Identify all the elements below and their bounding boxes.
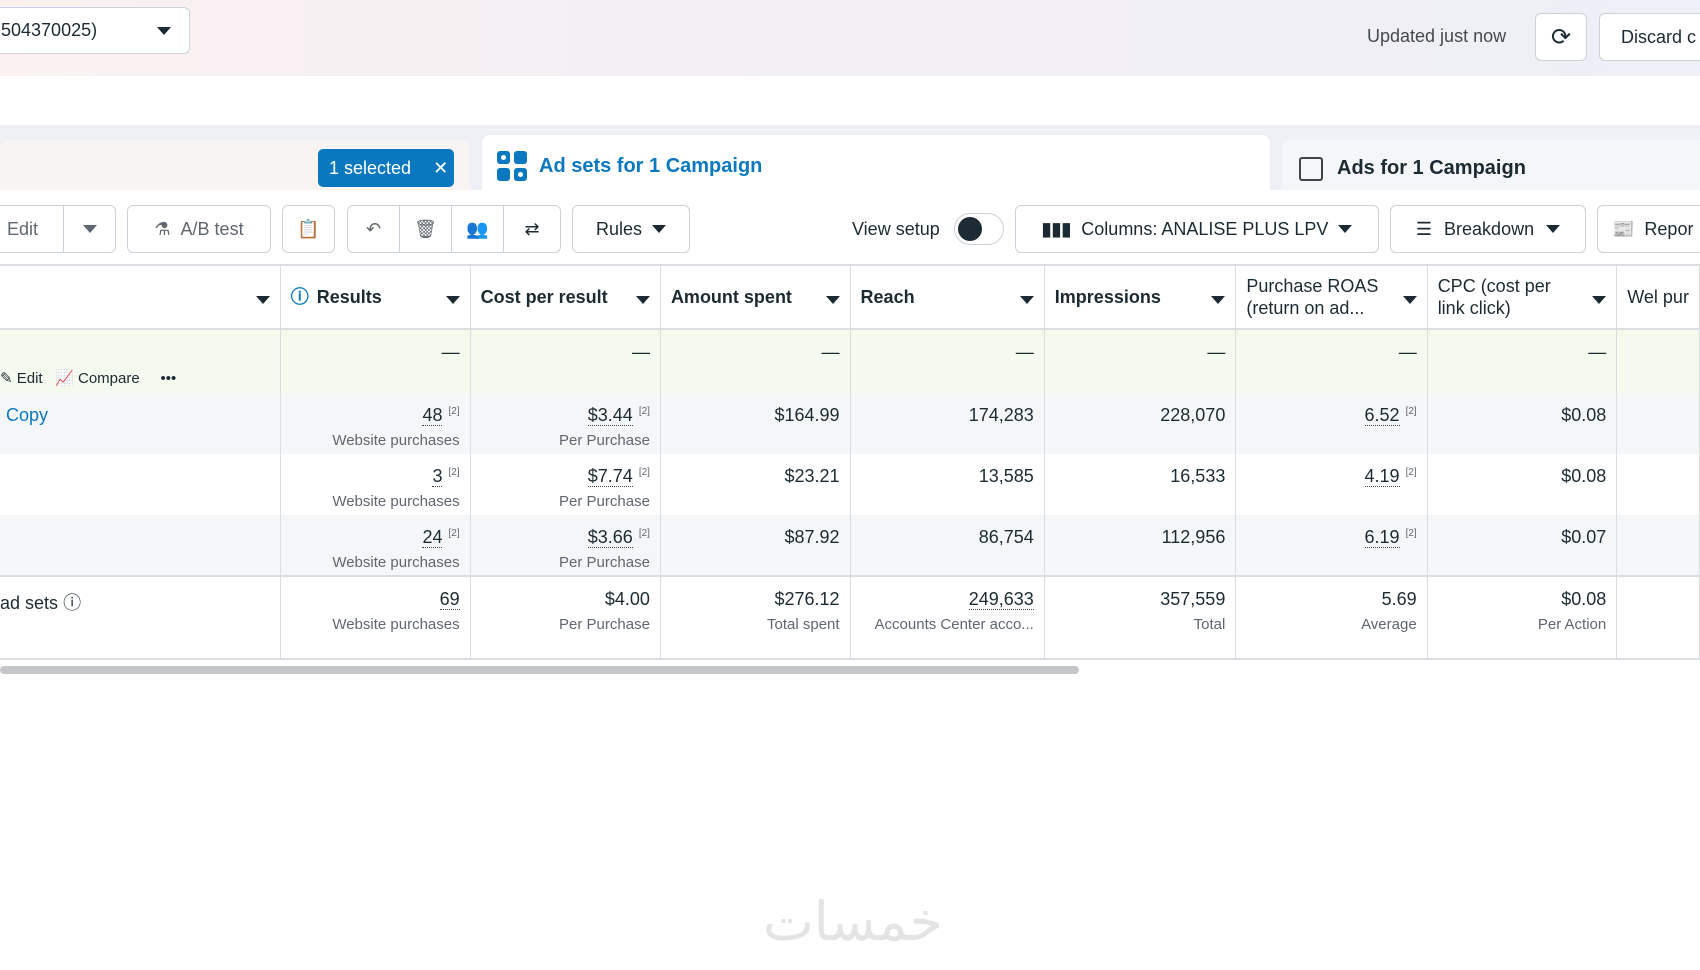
undo-button[interactable]: ↶ [347,205,400,253]
rules-button[interactable]: Rules [572,205,690,253]
discard-button[interactable]: Discard c [1599,13,1700,61]
header-reach[interactable]: Reach [850,264,1045,330]
header-name[interactable] [0,264,281,330]
header-results[interactable]: ⓘ Results [280,264,471,330]
adset-name-link[interactable]: Copy [6,405,49,425]
chevron-down-icon [82,225,97,233]
audience-button[interactable]: 👥 [451,205,504,253]
table-total-row: ad sets ⓘ 69 Website purchases $4.00 Per P… [0,575,1700,660]
view-setup-toggle[interactable] [954,213,1004,245]
horizontal-scrollbar[interactable] [0,666,1079,674]
chevron-down-icon [652,225,667,233]
header-impressions[interactable]: Impressions [1044,264,1237,330]
account-selector[interactable]: 504370025) [0,7,190,54]
adsets-table: ⓘ Results Cost per result Amount spent Re… [0,264,1700,660]
header-cost-per-result[interactable]: Cost per result [470,264,661,330]
clipboard-button[interactable]: 📋 [282,205,335,253]
table-row[interactable]: 24 [2] Website purchases $3.66 [2] Per Purch… [0,515,1700,576]
refresh-button[interactable]: ⟳ [1535,13,1587,61]
rules-label: Rules [595,218,643,239]
tab-adsets-label: Ad sets for 1 Campaign [539,154,763,177]
edit-button[interactable]: Edit [0,205,64,253]
account-selector-value: 504370025) [1,20,98,40]
columns-label: Columns: ANALISE PLUS LPV [1081,218,1329,239]
ab-test-button[interactable]: ⚗ A/B test [127,205,271,253]
reports-label: Repor [1644,218,1694,239]
tab-adsets[interactable]: Ad sets for 1 Campaign [482,135,1270,197]
selected-count: 1 selected [329,157,412,178]
refresh-icon: ⟳ [1550,23,1572,51]
edit-dropdown-button[interactable] [63,205,116,253]
view-setup-label: View setup [852,219,940,239]
chevron-down-icon [1546,225,1561,233]
trash-icon: 🗑 [414,218,437,239]
flask-icon: ⚗ [154,218,171,239]
reports-button[interactable]: 📰 Repor [1597,205,1700,253]
clipboard-icon: 📋 [297,218,320,239]
toolbar: Edit ⚗ A/B test 📋 ↶ 🗑 👥 ⇄ Rules View setu… [0,190,1700,265]
toggle-knob [958,217,982,241]
discard-label: Discard c [1621,26,1697,47]
tab-ads-label: Ads for 1 Campaign [1337,157,1526,179]
tab-ads[interactable]: Ads for 1 Campaign [1282,140,1700,197]
info-icon[interactable]: ⓘ [63,593,82,613]
header-cpc[interactable]: CPC (cost per link click) [1427,264,1618,330]
updated-status: Updated just now [1367,26,1507,46]
table-header: ⓘ Results Cost per result Amount spent Re… [0,264,1700,330]
info-icon: ⓘ [290,287,309,307]
export-button[interactable]: ⇄ [503,205,561,253]
breakdown-label: Breakdown [1444,218,1535,239]
table-row[interactable]: Copy 48 [2] Website purchases $3.44 [2] Per … [0,393,1700,454]
chevron-down-icon [1338,225,1353,233]
edit-action[interactable]: ✎ Edit [0,370,43,387]
header-purchase-roas[interactable]: Purchase ROAS (return on ad... [1235,264,1428,330]
adsets-grid-icon [497,151,527,181]
compare-action[interactable]: 📈 Compare [55,370,140,387]
watermark-logo: خمسات [762,890,944,953]
selected-badge[interactable]: 1 selected ✕ [318,149,454,187]
table-row[interactable]: 3 [2] Website purchases $7.74 [2] Per Purcha… [0,454,1700,515]
ab-test-label: A/B test [180,218,244,239]
columns-icon: ▮▮▮ [1041,218,1072,239]
table-row-campaign-hover[interactable]: ✎ Edit 📈 Compare ••• — — — — — — — [0,329,1700,393]
delete-button[interactable]: 🗑 [399,205,452,253]
header-website-purchases[interactable]: Wel pur [1616,264,1700,330]
reports-icon: 📰 [1612,218,1635,239]
header-amount-spent[interactable]: Amount spent [660,264,851,330]
export-icon: ⇄ [524,218,540,239]
more-icon[interactable]: ••• [160,370,177,387]
level-tabs: 1 selected ✕ Ad sets for 1 Campaign Ads … [0,125,1700,197]
breakdown-button[interactable]: ☰ Breakdown [1390,205,1586,253]
clear-selection-icon[interactable]: ✕ [433,157,449,178]
breakdown-icon: ☰ [1415,218,1433,239]
undo-icon: ↶ [365,218,382,239]
edit-label: Edit [7,218,39,239]
chevron-down-icon [157,26,171,35]
top-bar: 504370025) Updated just now ⟳ Discard c [0,0,1700,76]
ads-icon [1299,156,1323,181]
columns-button[interactable]: ▮▮▮ Columns: ANALISE PLUS LPV [1015,205,1379,253]
people-icon: 👥 [466,218,489,239]
